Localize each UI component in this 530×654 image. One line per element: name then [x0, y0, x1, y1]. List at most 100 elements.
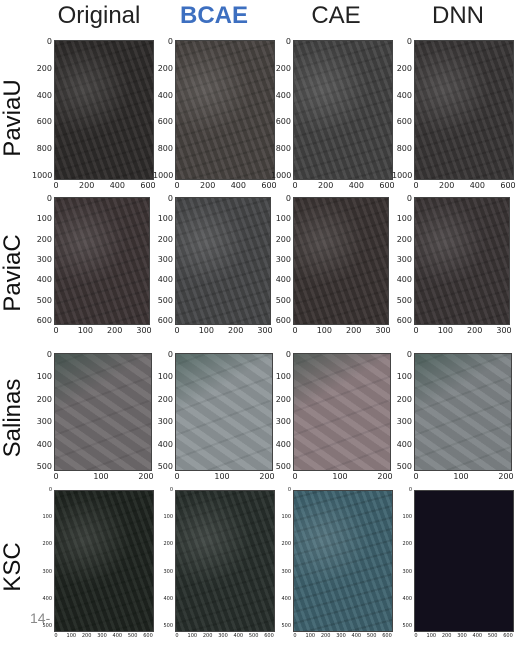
x-tick-label: 0 [174, 472, 180, 481]
y-tick-label: 400 [36, 90, 52, 100]
image-paviac-cae [293, 197, 389, 325]
axes-frame [414, 490, 514, 632]
y-tick-label: 800 [275, 144, 291, 154]
image-paviac-original [54, 197, 150, 325]
y-tick-label: 400 [36, 275, 52, 285]
y-tick-label: 0 [285, 37, 291, 46]
x-tick-label: 300 [136, 326, 152, 335]
page-number: 14- [30, 610, 51, 626]
x-tick-label: 300 [257, 326, 273, 335]
x-tick-label: 100 [214, 472, 230, 481]
y-tick-label: 400 [163, 595, 173, 602]
image-paviau-original [54, 40, 154, 180]
axes-frame [414, 197, 510, 325]
y-tick-label: 0 [48, 487, 52, 493]
x-tick-label: 0 [174, 181, 180, 190]
y-tick-label: 200 [402, 541, 412, 548]
x-tick-label: 100 [437, 326, 453, 335]
row-label-ksc: KSC [0, 542, 26, 592]
x-tick-label: 100 [316, 326, 332, 335]
x-tick-label: 0 [292, 326, 298, 335]
y-tick-label: 800 [396, 144, 412, 154]
x-tick-label: 0 [413, 326, 419, 335]
y-tick-label: 0 [46, 194, 52, 203]
x-tick-label: 600 [143, 633, 153, 639]
y-tick-label: 0 [46, 37, 52, 46]
image-salinas-dnn [414, 353, 512, 471]
x-tick-label: 600 [379, 181, 395, 190]
y-tick-label: 600 [275, 117, 291, 127]
image-ksc-bcae [175, 490, 275, 632]
x-tick-label: 100 [93, 472, 109, 481]
y-tick-label: 100 [396, 372, 412, 382]
y-tick-label: 400 [157, 275, 173, 285]
column-header-original: Original [57, 2, 141, 29]
y-tick-label: 200 [396, 63, 412, 73]
axes-frame [414, 353, 512, 471]
y-tick-label: 400 [396, 439, 412, 449]
y-tick-label: 0 [46, 350, 52, 359]
y-tick-label: 500 [157, 462, 173, 471]
x-tick-label: 600 [503, 633, 513, 639]
x-tick-label: 600 [264, 633, 274, 639]
y-tick-label: 1000 [392, 171, 413, 180]
x-tick-label: 100 [453, 472, 469, 481]
y-tick-label: 100 [396, 214, 412, 224]
x-tick-label: 500 [248, 633, 259, 639]
y-tick-label: 400 [275, 90, 291, 100]
y-tick-label: 400 [396, 90, 412, 100]
y-tick-label: 200 [275, 234, 291, 244]
x-tick-label: 200 [498, 472, 514, 481]
y-tick-label: 500 [36, 295, 52, 305]
x-tick-label: 100 [426, 633, 437, 639]
y-tick-label: 0 [169, 487, 173, 493]
image-salinas-bcae [175, 353, 273, 471]
y-tick-label: 600 [36, 316, 52, 325]
y-tick-label: 200 [42, 541, 52, 548]
y-tick-label: 500 [281, 623, 291, 629]
x-tick-label: 200 [79, 181, 95, 190]
y-tick-label: 1000 [153, 171, 174, 180]
y-tick-label: 100 [157, 372, 173, 382]
image-paviau-dnn [414, 40, 514, 180]
x-tick-label: 200 [318, 181, 334, 190]
y-tick-label: 500 [275, 295, 291, 305]
axes-frame [414, 40, 514, 180]
y-tick-label: 300 [275, 255, 291, 264]
x-tick-label: 0 [53, 181, 59, 190]
y-tick-label: 200 [36, 63, 52, 73]
y-tick-label: 600 [396, 117, 412, 127]
x-tick-label: 100 [198, 326, 214, 335]
x-tick-label: 200 [467, 326, 483, 335]
y-tick-label: 100 [275, 372, 291, 382]
x-tick-label: 200 [81, 633, 92, 639]
y-tick-label: 1000 [271, 171, 292, 180]
x-tick-label: 400 [109, 181, 125, 190]
column-header-bcae: BCAE [179, 2, 248, 29]
x-tick-label: 300 [375, 326, 391, 335]
axes-frame [175, 40, 275, 180]
x-tick-label: 500 [366, 633, 377, 639]
y-tick-label: 500 [396, 295, 412, 305]
x-tick-label: 400 [469, 181, 485, 190]
y-tick-label: 0 [287, 487, 291, 493]
x-tick-label: 100 [305, 633, 316, 639]
y-tick-label: 400 [396, 275, 412, 285]
x-tick-label: 500 [487, 633, 498, 639]
y-tick-label: 200 [396, 234, 412, 244]
y-tick-label: 0 [167, 37, 173, 46]
y-tick-label: 300 [396, 255, 412, 264]
x-tick-label: 300 [218, 633, 228, 639]
y-tick-label: 500 [275, 462, 291, 471]
x-tick-label: 0 [413, 472, 419, 481]
y-tick-label: 200 [396, 394, 412, 404]
x-tick-label: 100 [66, 633, 77, 639]
y-tick-label: 500 [163, 623, 173, 629]
y-tick-label: 400 [402, 595, 412, 602]
y-tick-label: 200 [36, 394, 52, 404]
x-tick-label: 600 [140, 181, 156, 190]
x-tick-label: 600 [382, 633, 392, 639]
x-tick-label: 0 [292, 472, 298, 481]
row-label-paviac: PaviaC [0, 234, 26, 312]
x-tick-label: 600 [261, 181, 277, 190]
